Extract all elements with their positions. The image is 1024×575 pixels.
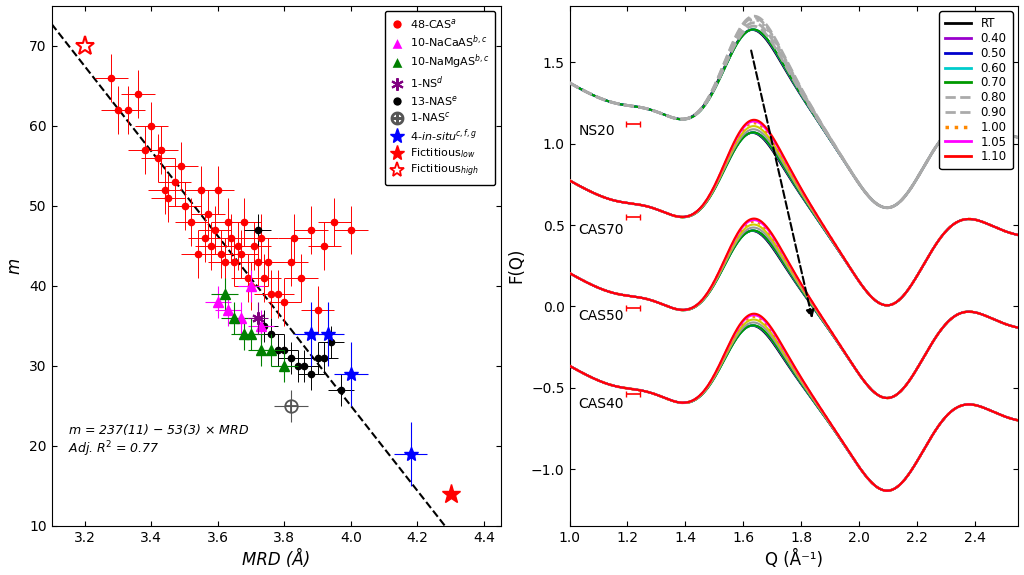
X-axis label: Q (Å⁻¹): Q (Å⁻¹) (765, 550, 823, 569)
Text: CAS40: CAS40 (579, 397, 624, 411)
X-axis label: MRD (Å): MRD (Å) (242, 550, 310, 569)
Text: NS20: NS20 (579, 124, 614, 138)
Text: $m$ = 237(11) − 53(3) × $MRD$
Adj. $R$$^2$ = 0.77: $m$ = 237(11) − 53(3) × $MRD$ Adj. $R$$^… (69, 422, 249, 459)
Legend: RT, 0.40, 0.50, 0.60, 0.70, 0.80, 0.90, 1.00, 1.05, 1.10: RT, 0.40, 0.50, 0.60, 0.70, 0.80, 0.90, … (939, 12, 1013, 169)
Text: CAS70: CAS70 (579, 223, 624, 237)
Legend: 48-CAS$^a$, 10-NaCaAS$^{b,c}$, 10-NaMgAS$^{b,c}$, 1-NS$^d$, 13-NAS$^e$, 1-NAS$^c: 48-CAS$^a$, 10-NaCaAS$^{b,c}$, 10-NaMgAS… (385, 11, 495, 185)
Y-axis label: m: m (5, 258, 24, 274)
Text: CAS50: CAS50 (579, 309, 624, 323)
Y-axis label: F(Q): F(Q) (508, 248, 525, 283)
